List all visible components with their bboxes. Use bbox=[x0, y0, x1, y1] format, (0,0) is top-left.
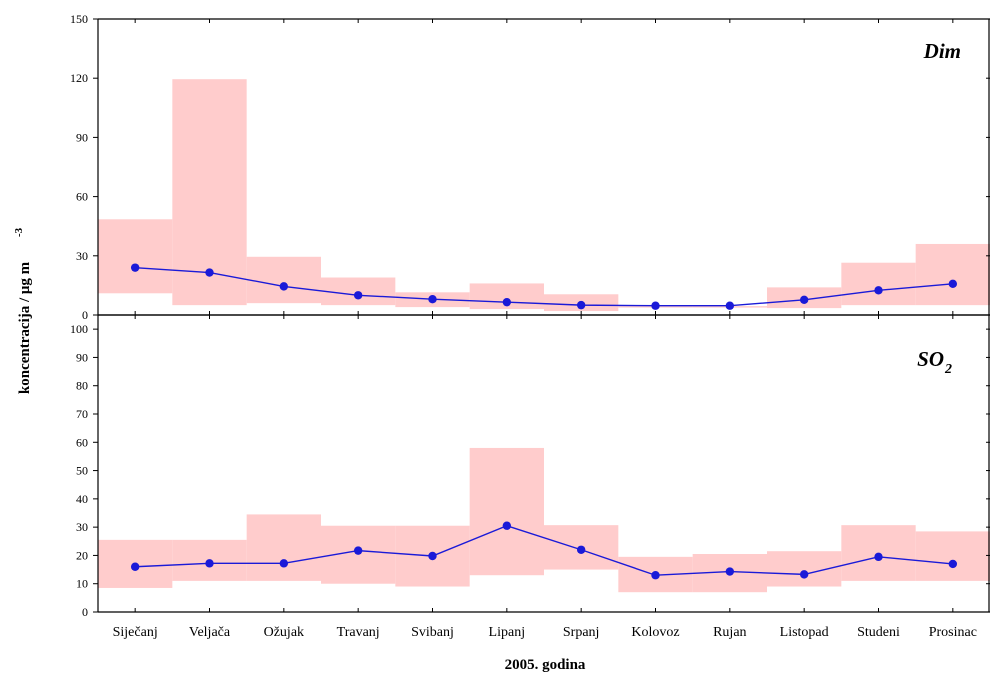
data-point-dim-9 bbox=[799, 295, 809, 305]
x-axis-title: 2005. godina bbox=[505, 657, 586, 673]
axis-ticks bbox=[93, 18, 990, 613]
y-tick-label-dim-3: 90 bbox=[76, 130, 88, 144]
y-tick-label-so2-9: 90 bbox=[76, 350, 88, 364]
y-tick-label-so2-7: 70 bbox=[76, 407, 88, 421]
x-tick-label-4: Svibanj bbox=[411, 625, 454, 640]
range-band-dim-1 bbox=[172, 79, 247, 306]
x-tick-label-5: Lipanj bbox=[489, 625, 526, 640]
data-point-dim-7 bbox=[651, 301, 660, 310]
data-point-so2-0 bbox=[130, 562, 140, 571]
y-tick-label-so2-0: 0 bbox=[82, 605, 88, 619]
x-tick-label-2: Ožujak bbox=[264, 625, 304, 640]
x-tick-label-8: Rujan bbox=[713, 625, 746, 640]
data-point-so2-8 bbox=[725, 567, 735, 576]
data-point-dim-11 bbox=[948, 279, 958, 289]
data-point-dim-6 bbox=[576, 300, 586, 310]
range-bands bbox=[98, 79, 990, 593]
y-tick-label-dim-2: 60 bbox=[76, 190, 88, 204]
x-tick-label-0: Siječanj bbox=[113, 625, 158, 640]
x-tick-label-10: Studeni bbox=[857, 625, 900, 640]
y-tick-label-so2-5: 50 bbox=[76, 464, 88, 478]
x-tick-label-11: Prosinac bbox=[929, 625, 977, 640]
y-axis-title: koncentracija / μg m bbox=[17, 261, 33, 394]
data-point-so2-4 bbox=[428, 551, 437, 561]
range-band-dim-0 bbox=[98, 219, 173, 294]
data-point-so2-10 bbox=[874, 552, 883, 562]
y-tick-label-so2-3: 30 bbox=[76, 520, 88, 534]
data-point-so2-1 bbox=[205, 559, 214, 568]
data-point-so2-3 bbox=[353, 546, 363, 555]
data-point-dim-4 bbox=[428, 295, 437, 304]
data-point-so2-11 bbox=[948, 559, 958, 569]
panel-label-dim: Dim bbox=[923, 39, 961, 63]
axis-labels: 0 30 60 90 120 150 0 10 20 30 40 50 60 70 80 90 100 Siječ… bbox=[70, 12, 977, 640]
data-point-dim-0 bbox=[130, 263, 140, 272]
data-point-so2-7 bbox=[651, 571, 660, 580]
y-tick-label-dim-5: 150 bbox=[70, 12, 88, 26]
range-band-so2-2 bbox=[246, 514, 321, 581]
y-tick-label-so2-6: 60 bbox=[76, 435, 88, 449]
data-point-so2-2 bbox=[279, 559, 289, 568]
range-band-so2-5 bbox=[469, 447, 544, 576]
data-point-so2-6 bbox=[576, 545, 586, 554]
y-tick-label-so2-4: 40 bbox=[76, 492, 88, 506]
range-band-so2-11 bbox=[915, 531, 990, 581]
plot-frame bbox=[97, 18, 990, 613]
y-tick-label-so2-1: 10 bbox=[76, 577, 88, 591]
y-axis-title-group: koncentracija / μg m -3 bbox=[13, 227, 33, 394]
data-point-dim-5 bbox=[502, 297, 512, 307]
series-line-so2 bbox=[135, 524, 953, 576]
y-tick-label-so2-10: 100 bbox=[70, 322, 88, 336]
panel-label-so2-main: SO bbox=[917, 347, 944, 371]
data-point-dim-3 bbox=[353, 291, 363, 300]
x-tick-label-7: Kolovoz bbox=[631, 625, 679, 640]
panel-label-so2-subscript: 2 bbox=[944, 362, 952, 377]
panel-label-so2: SO bbox=[917, 347, 944, 371]
series-points bbox=[130, 263, 958, 580]
data-point-dim-10 bbox=[874, 286, 883, 295]
x-tick-label-1: Veljača bbox=[189, 625, 231, 640]
y-axis-title-superscript: -3 bbox=[13, 227, 25, 237]
y-tick-label-dim-1: 30 bbox=[76, 249, 88, 263]
range-band-dim-11 bbox=[915, 243, 990, 306]
series-line-dim bbox=[135, 266, 953, 307]
series-lines bbox=[135, 266, 953, 576]
y-tick-label-so2-8: 80 bbox=[76, 379, 88, 393]
range-band-dim-10 bbox=[841, 262, 916, 306]
range-band-dim-2 bbox=[246, 256, 321, 304]
x-tick-label-9: Listopad bbox=[780, 625, 829, 640]
data-point-dim-1 bbox=[205, 268, 214, 277]
data-point-so2-9 bbox=[799, 570, 809, 579]
y-tick-label-dim-4: 120 bbox=[70, 71, 88, 85]
x-tick-label-6: Srpanj bbox=[563, 625, 600, 640]
x-tick-label-3: Travanj bbox=[337, 625, 380, 640]
data-point-so2-5 bbox=[502, 521, 512, 530]
y-tick-label-dim-0: 0 bbox=[82, 308, 88, 322]
y-tick-label-so2-2: 20 bbox=[76, 548, 88, 562]
data-point-dim-2 bbox=[279, 282, 289, 291]
data-point-dim-8 bbox=[725, 301, 735, 310]
